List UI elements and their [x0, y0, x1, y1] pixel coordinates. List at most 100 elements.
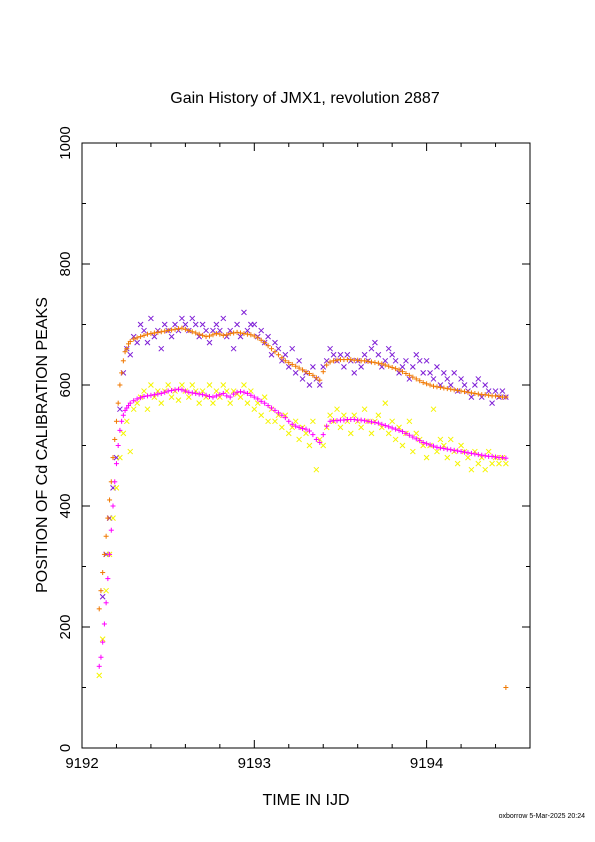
data-point: [203, 327, 209, 334]
data-point: [175, 397, 182, 403]
data-point: [341, 412, 347, 419]
data-point: [251, 321, 258, 328]
data-point: [465, 389, 471, 395]
data-point: [465, 454, 471, 461]
data-point: [117, 382, 123, 388]
data-point: [396, 367, 402, 373]
y-tick-label: 0: [57, 744, 74, 752]
data-point: [258, 412, 265, 419]
data-point: [441, 385, 447, 391]
data-point: [489, 400, 495, 407]
data-point: [296, 357, 302, 364]
data-point: [368, 345, 375, 352]
data-point: [193, 330, 199, 336]
data-point: [98, 654, 104, 660]
data-point: [393, 426, 399, 432]
data-point: [119, 370, 125, 376]
data-point: [392, 436, 399, 443]
data-point: [282, 415, 288, 421]
data-point: [141, 332, 147, 338]
data-point: [431, 443, 437, 449]
data-point: [189, 390, 195, 396]
footer-credit: oxborrow 5-Mar-2025 20:24: [499, 813, 585, 820]
data-point: [416, 357, 423, 364]
data-point: [348, 357, 354, 363]
data-point: [120, 358, 126, 364]
data-point: [472, 382, 478, 388]
data-point: [423, 454, 430, 461]
data-point: [306, 371, 312, 377]
data-point: [475, 452, 481, 458]
data-point: [117, 454, 123, 461]
data-point: [331, 358, 337, 364]
data-point: [316, 436, 323, 443]
data-point: [193, 390, 199, 396]
data-point: [105, 515, 111, 521]
data-point: [341, 363, 347, 370]
data-point: [413, 436, 419, 442]
data-point: [103, 600, 109, 606]
data-point: [213, 331, 219, 337]
data-point: [158, 329, 164, 335]
data-point: [98, 588, 104, 594]
data-point: [503, 460, 509, 467]
data-point: [107, 497, 113, 503]
data-point: [199, 321, 206, 328]
data-point: [409, 448, 416, 455]
data-point: [458, 449, 464, 455]
data-point: [186, 389, 192, 395]
data-point: [199, 388, 206, 394]
data-point: [244, 331, 250, 337]
data-point: [262, 340, 268, 346]
data-point: [444, 454, 451, 461]
data-point: [110, 515, 116, 521]
data-point: [169, 327, 175, 333]
data-point: [455, 448, 461, 454]
data-point: [241, 389, 247, 395]
data-point: [248, 392, 254, 398]
data-point: [162, 389, 168, 395]
data-point: [337, 424, 344, 431]
data-point: [351, 416, 357, 422]
data-point: [158, 390, 164, 396]
series-2: [96, 325, 509, 690]
data-point: [303, 430, 309, 437]
data-point: [330, 351, 337, 358]
data-point: [327, 412, 333, 419]
data-point: [468, 394, 475, 400]
data-point: [144, 339, 151, 346]
data-point: [375, 351, 382, 358]
data-point: [475, 460, 482, 467]
data-point: [148, 331, 154, 337]
data-point: [368, 430, 375, 437]
data-point: [122, 349, 128, 355]
data-point: [279, 357, 285, 364]
data-point: [272, 407, 278, 413]
data-point: [220, 390, 226, 396]
data-point: [406, 432, 412, 438]
data-point: [451, 387, 457, 393]
data-point: [327, 345, 333, 352]
x-axis-title: TIME IN IJD: [262, 792, 349, 809]
data-point: [168, 333, 175, 340]
data-point: [417, 438, 423, 444]
data-point: [292, 370, 299, 376]
data-point: [206, 339, 213, 346]
data-point: [158, 345, 165, 352]
data-point: [207, 393, 213, 399]
data-point: [372, 420, 378, 426]
data-point: [493, 393, 499, 399]
data-point: [468, 390, 474, 396]
data-point: [475, 376, 482, 382]
data-point: [503, 685, 509, 690]
data-point: [169, 387, 175, 393]
data-point: [141, 393, 147, 399]
data-point: [112, 436, 118, 442]
y-tick-label: 400: [57, 493, 74, 518]
data-point: [134, 339, 140, 346]
data-point: [420, 370, 427, 376]
data-point: [458, 442, 464, 449]
data-point: [458, 376, 464, 382]
data-point: [358, 363, 364, 370]
data-point: [306, 382, 313, 388]
